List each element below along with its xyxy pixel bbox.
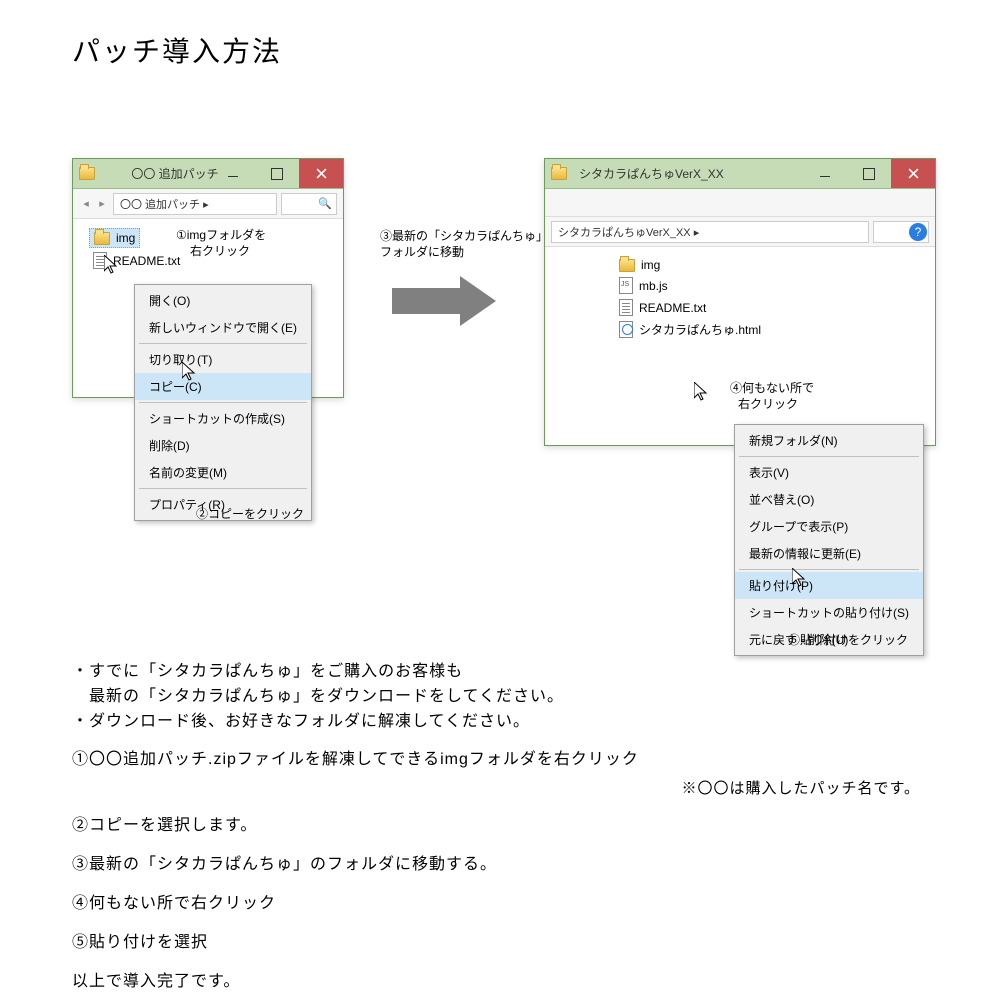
file-name: img xyxy=(641,258,660,272)
context-menu-dest: 新規フォルダ(N) 表示(V) 並べ替え(O) グループで表示(P) 最新の情報… xyxy=(734,424,924,656)
file-item-readme[interactable]: README.txt xyxy=(615,297,919,318)
maximize-button[interactable] xyxy=(847,159,891,188)
menu-item-delete[interactable]: 削除(D) xyxy=(135,432,311,459)
titlebar: シタカラぱんちゅVerX_XX xyxy=(545,159,935,189)
menu-item-paste[interactable]: 貼り付け(P) xyxy=(735,572,923,599)
address-bar: ◂▸ 〇〇 追加パッチ ▸ 🔍 xyxy=(73,189,343,219)
page-title: パッチ導入方法 xyxy=(72,30,282,70)
menu-item-open[interactable]: 開く(O) xyxy=(135,287,311,314)
help-icon[interactable]: ? xyxy=(909,223,927,241)
maximize-button[interactable] xyxy=(255,159,299,188)
close-button[interactable] xyxy=(891,159,935,188)
menu-item-open-new[interactable]: 新しいウィンドウで開く(E) xyxy=(135,314,311,341)
path-field[interactable]: シタカラぱんちゅVerX_XX ▸ xyxy=(551,221,869,243)
menu-item-shortcut[interactable]: ショートカットの作成(S) xyxy=(135,405,311,432)
arrow-icon xyxy=(392,276,502,326)
file-item-html[interactable]: シタカラぱんちゅ.html xyxy=(615,319,919,340)
titlebar: 〇〇 追加パッチ xyxy=(73,159,343,189)
minimize-button[interactable] xyxy=(803,159,847,188)
file-name: README.txt xyxy=(639,301,706,315)
close-button[interactable] xyxy=(299,159,343,188)
annotation-step1: ①imgフォルダを 右クリック xyxy=(176,227,266,259)
text-file-icon xyxy=(93,252,107,269)
html-file-icon xyxy=(619,321,633,338)
menu-item-rename[interactable]: 名前の変更(M) xyxy=(135,459,311,486)
menu-item-new-folder[interactable]: 新規フォルダ(N) xyxy=(735,427,923,454)
file-name: mb.js xyxy=(639,279,668,293)
menu-item-paste-shortcut[interactable]: ショートカットの貼り付け(S) xyxy=(735,599,923,626)
file-name: img xyxy=(116,231,135,245)
annotation-step3: ③最新の「シタカラぱんちゅ」 フォルダに移動 xyxy=(380,228,548,260)
file-pane[interactable]: img mb.js README.txt シタカラぱんちゅ.html xyxy=(545,247,935,349)
file-name: シタカラぱんちゅ.html xyxy=(639,321,761,338)
address-bar: シタカラぱんちゅVerX_XX ▸ 🔍 xyxy=(545,217,935,247)
annotation-step5: ⑤貼り付けをクリック xyxy=(788,632,908,648)
file-item-img-folder[interactable]: img xyxy=(89,228,140,248)
menu-item-refresh[interactable]: 最新の情報に更新(E) xyxy=(735,540,923,567)
js-file-icon xyxy=(619,277,633,294)
path-field[interactable]: 〇〇 追加パッチ ▸ xyxy=(113,193,277,215)
file-name: README.txt xyxy=(113,254,180,268)
menu-item-view[interactable]: 表示(V) xyxy=(735,459,923,486)
file-item-mb-js[interactable]: mb.js xyxy=(615,275,919,296)
folder-icon xyxy=(94,232,110,245)
menu-item-sort[interactable]: 並べ替え(O) xyxy=(735,486,923,513)
context-menu-source: 開く(O) 新しいウィンドウで開く(E) 切り取り(T) コピー(C) ショート… xyxy=(134,284,312,521)
instructions-block: ・すでに「シタカラぱんちゅ」をご購入のお客様も 最新の「シタカラぱんちゅ」をダウ… xyxy=(72,660,960,1008)
folder-icon xyxy=(79,167,95,180)
menu-item-cut[interactable]: 切り取り(T) xyxy=(135,346,311,373)
menu-item-copy[interactable]: コピー(C) xyxy=(135,373,311,400)
text-file-icon xyxy=(619,299,633,316)
folder-icon xyxy=(551,167,567,180)
menu-item-group[interactable]: グループで表示(P) xyxy=(735,513,923,540)
search-field[interactable]: 🔍 xyxy=(281,193,337,215)
folder-icon xyxy=(619,259,635,272)
annotation-step2: ②コピーをクリック xyxy=(196,506,304,522)
annotation-step4: ④何もない所で 右クリック xyxy=(730,380,814,412)
minimize-button[interactable] xyxy=(211,159,255,188)
file-item-img-folder[interactable]: img xyxy=(615,256,919,274)
